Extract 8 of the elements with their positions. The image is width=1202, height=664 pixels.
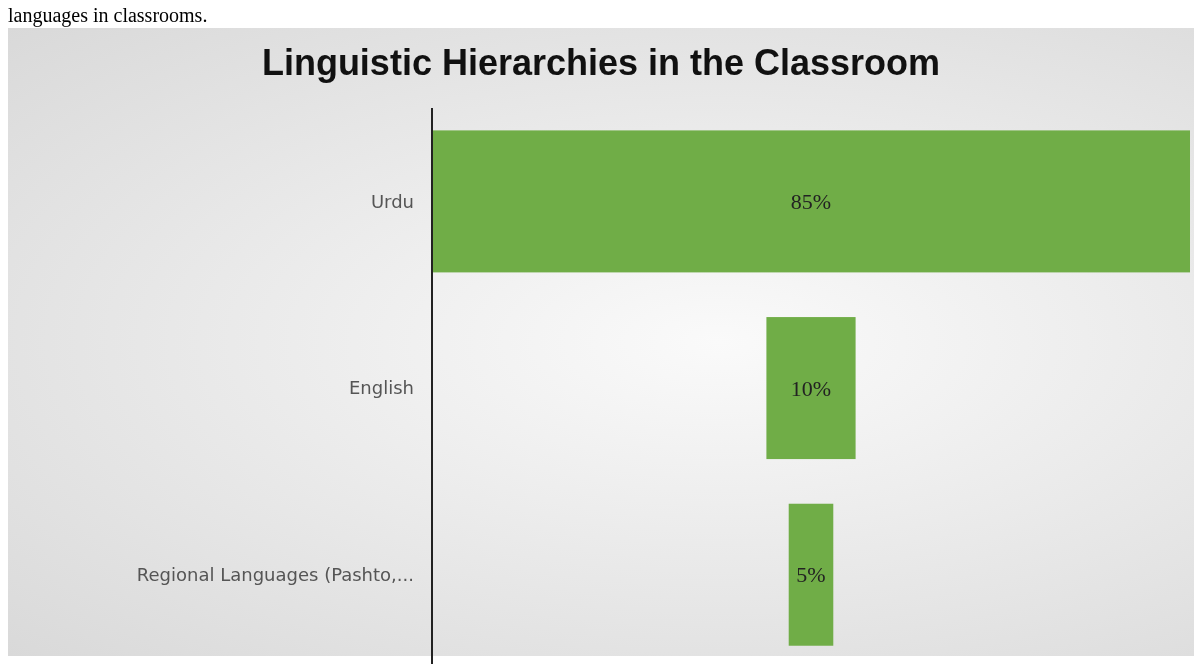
category-label: English	[349, 377, 414, 399]
text: Linguistic Hierarchies in the Classroom	[260, 41, 942, 85]
data-label: 85%	[790, 188, 832, 214]
data-label: 5%	[796, 562, 826, 588]
category-label: Urdu	[370, 190, 414, 212]
category-label: Regional Languages (Pashto,...	[136, 564, 414, 586]
text: languages in classrooms.	[8, 4, 209, 26]
data-label: 10%	[790, 375, 832, 401]
